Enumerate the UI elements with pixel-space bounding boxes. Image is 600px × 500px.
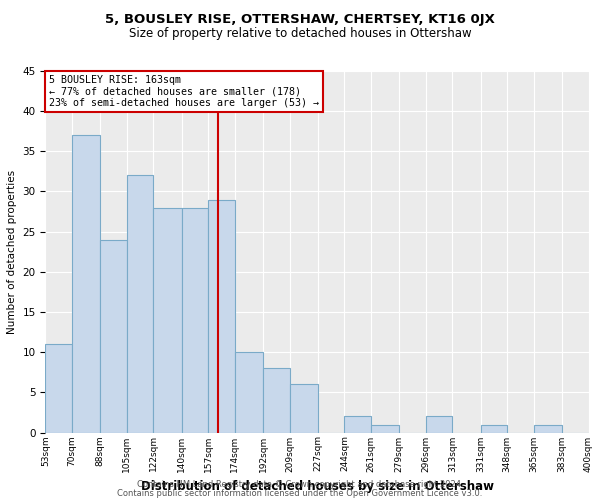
Text: 5 BOUSLEY RISE: 163sqm
← 77% of detached houses are smaller (178)
23% of semi-de: 5 BOUSLEY RISE: 163sqm ← 77% of detached…	[49, 75, 319, 108]
Bar	[235, 352, 263, 432]
Bar	[127, 176, 154, 432]
Y-axis label: Number of detached properties: Number of detached properties	[7, 170, 17, 334]
Bar	[534, 424, 562, 432]
Bar	[72, 135, 100, 432]
Text: Size of property relative to detached houses in Ottershaw: Size of property relative to detached ho…	[128, 28, 472, 40]
Bar	[182, 208, 208, 432]
Bar	[290, 384, 318, 432]
Bar	[46, 344, 72, 432]
Bar	[208, 200, 235, 432]
Bar	[154, 208, 182, 432]
Text: 5, BOUSLEY RISE, OTTERSHAW, CHERTSEY, KT16 0JX: 5, BOUSLEY RISE, OTTERSHAW, CHERTSEY, KT…	[105, 12, 495, 26]
Bar	[371, 424, 399, 432]
Bar	[481, 424, 507, 432]
Bar	[100, 240, 127, 432]
Text: Contains HM Land Registry data © Crown copyright and database right 2024.: Contains HM Land Registry data © Crown c…	[137, 480, 463, 489]
Bar	[263, 368, 290, 432]
Text: Contains public sector information licensed under the Open Government Licence v3: Contains public sector information licen…	[118, 488, 482, 498]
X-axis label: Distribution of detached houses by size in Ottershaw: Distribution of detached houses by size …	[140, 480, 494, 493]
Bar	[344, 416, 371, 432]
Bar	[426, 416, 452, 432]
